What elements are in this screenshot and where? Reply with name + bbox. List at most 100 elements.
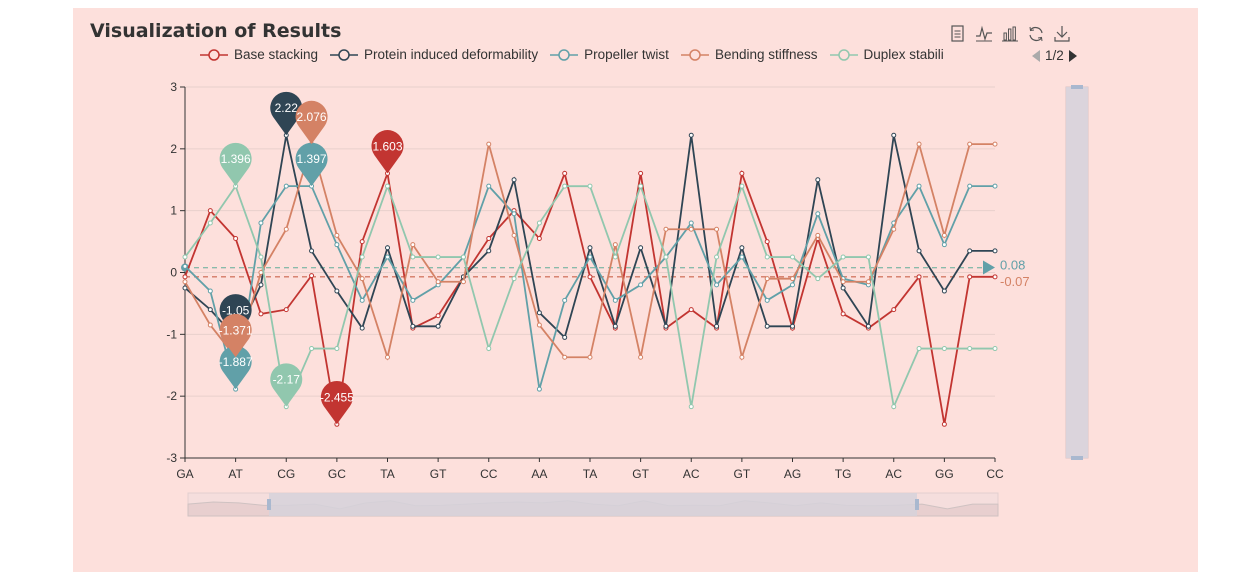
legend-label: Bending stiffness xyxy=(714,47,818,62)
data-point xyxy=(334,288,340,294)
data-point xyxy=(815,276,821,282)
data-point xyxy=(688,132,694,138)
save-image-icon[interactable] xyxy=(1052,24,1072,44)
data-point xyxy=(536,310,542,316)
data-point xyxy=(992,141,998,147)
data-point xyxy=(410,323,416,329)
data-point xyxy=(941,421,947,427)
data-point xyxy=(536,386,542,392)
x-zoom-window xyxy=(269,493,917,516)
data-point xyxy=(840,285,846,291)
data-point xyxy=(840,279,846,285)
y-zoom-handle xyxy=(1071,85,1083,89)
legend-item-base-stacking[interactable]: Base stacking xyxy=(200,47,318,62)
data-point xyxy=(309,346,315,352)
data-point xyxy=(688,226,694,232)
data-point xyxy=(309,273,315,279)
legend-item-protein-induced-deformability[interactable]: Protein induced deformability xyxy=(330,47,538,62)
data-point xyxy=(486,346,492,352)
legend-item-duplex-stability[interactable]: Duplex stabili xyxy=(829,47,944,62)
data-point xyxy=(182,263,188,269)
data-point xyxy=(334,232,340,238)
pin-label: -2.455 xyxy=(320,390,354,404)
restore-icon[interactable] xyxy=(1026,24,1046,44)
pin-label: -2.17 xyxy=(273,373,301,387)
data-point xyxy=(385,354,390,360)
line-switch-icon[interactable] xyxy=(974,24,994,44)
data-point xyxy=(460,254,466,260)
data-point xyxy=(562,334,568,340)
x-tick-label: AG xyxy=(784,467,801,481)
data-point xyxy=(663,226,669,232)
data-point xyxy=(714,323,720,329)
data-point xyxy=(385,245,390,251)
data-point xyxy=(182,254,188,260)
data-point xyxy=(511,177,517,183)
data-point xyxy=(385,183,390,189)
x-tick-label: AC xyxy=(885,467,902,481)
y-tick-label: 2 xyxy=(170,142,177,156)
y-tick-label: 0 xyxy=(170,266,177,280)
chart-panel xyxy=(73,8,1198,572)
data-point xyxy=(992,346,998,352)
pin-shape xyxy=(371,130,404,174)
data-point xyxy=(207,220,213,226)
data-point xyxy=(612,254,618,260)
data-point xyxy=(941,288,947,294)
legend-next-icon[interactable] xyxy=(1067,49,1079,63)
y-tick-label: -2 xyxy=(166,389,177,403)
y-tick-label: 1 xyxy=(170,204,177,218)
y-tick-label: -1 xyxy=(166,327,177,341)
data-view-icon[interactable] xyxy=(948,24,968,44)
legend-pager: 1/2 xyxy=(1030,48,1079,63)
data-point xyxy=(486,248,492,254)
x-tick-label: CG xyxy=(277,467,295,481)
data-point xyxy=(486,183,492,189)
data-point xyxy=(865,279,871,285)
pin-shape xyxy=(219,142,252,187)
data-point xyxy=(612,323,618,329)
legend-page-indicator: 1/2 xyxy=(1045,48,1064,63)
data-point xyxy=(536,220,542,226)
pin-shape xyxy=(270,91,303,136)
bar-switch-icon[interactable] xyxy=(1000,24,1020,44)
data-point xyxy=(941,346,947,352)
data-point xyxy=(182,279,188,285)
y-zoom-handle xyxy=(1071,456,1083,460)
mark-point-pin: 2.076 xyxy=(295,100,328,145)
data-point xyxy=(815,211,821,217)
legend-item-bending-stiffness[interactable]: Bending stiffness xyxy=(680,47,818,62)
x-tick-label: GC xyxy=(328,467,346,481)
data-point xyxy=(587,274,593,280)
data-point xyxy=(638,245,644,251)
y-tick-label: 3 xyxy=(170,80,177,94)
data-point xyxy=(688,220,694,226)
legend-marker-icon xyxy=(680,48,709,61)
legend-marker-icon xyxy=(829,48,858,61)
data-point xyxy=(410,242,416,248)
data-point xyxy=(891,307,897,313)
data-point xyxy=(739,254,745,260)
data-point xyxy=(967,141,973,147)
legend-marker-icon xyxy=(550,48,579,61)
data-point xyxy=(435,254,441,260)
data-point xyxy=(663,323,669,329)
data-point xyxy=(283,183,289,189)
data-point xyxy=(865,323,871,329)
data-point xyxy=(764,276,770,282)
pin-shape xyxy=(295,100,328,145)
data-point xyxy=(992,183,998,189)
legend-label: Duplex stabili xyxy=(863,47,944,62)
data-point xyxy=(587,354,593,360)
chart-legend: Base stacking Protein induced deformabil… xyxy=(200,47,1023,62)
data-point xyxy=(612,297,618,303)
legend-prev-icon[interactable] xyxy=(1030,49,1042,63)
legend-item-propeller-twist[interactable]: Propeller twist xyxy=(550,47,669,62)
data-point xyxy=(764,239,770,245)
pin-label: 2.076 xyxy=(297,110,327,124)
pin-label: 1.603 xyxy=(372,139,402,153)
data-point xyxy=(207,208,213,214)
data-point xyxy=(967,183,973,189)
data-point xyxy=(385,254,390,260)
data-point xyxy=(359,276,365,282)
